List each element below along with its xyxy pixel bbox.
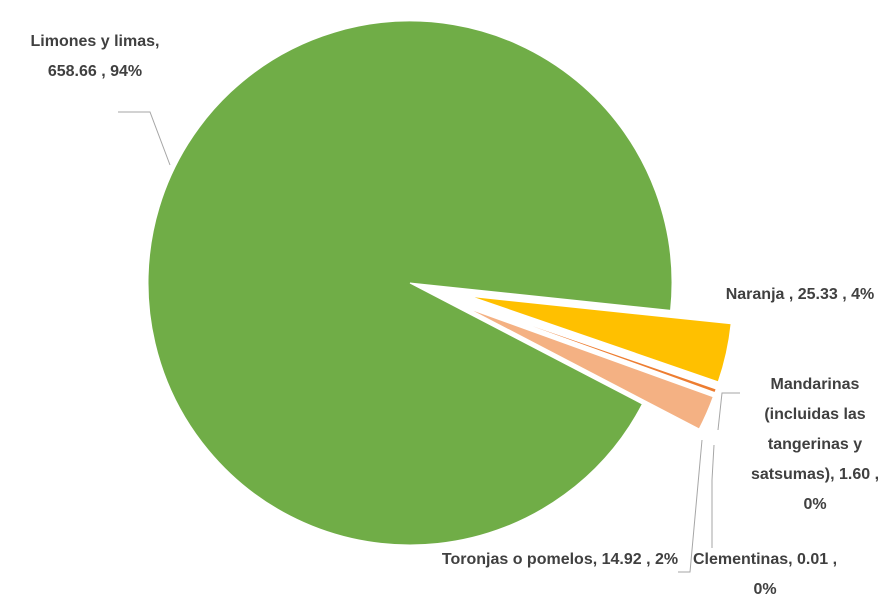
slice-name: Mandarinas (incluidas las tangerinas y s… (750, 376, 866, 483)
leader-line (118, 111, 171, 166)
pie-slice (468, 303, 716, 394)
leader-line (678, 439, 703, 573)
leader-line (717, 392, 740, 431)
pie-slice (466, 307, 714, 430)
data-label: Toronjas o pomelos, 14.92 , 2% (430, 545, 690, 575)
data-label: Naranja , 25.33 , 4% (700, 280, 896, 310)
slice-value: , 658.66 , 94% (47, 33, 160, 80)
leader-line (711, 444, 715, 548)
data-label: Limones y limas, 658.66 , 94% (5, 27, 185, 87)
slice-name: Limones y limas (30, 33, 156, 50)
slice-name: Toronjas o pomelos (441, 551, 593, 568)
slice-value: , 0.01 , 0% (753, 551, 838, 598)
data-label: Clementinas, 0.01 , 0% (690, 545, 840, 599)
pie-slice (147, 20, 673, 546)
data-label: Mandarinas (incluidas las tangerinas y s… (740, 370, 890, 520)
slice-value: , 1.60 , 0% (803, 466, 880, 513)
pie-slice (470, 295, 732, 383)
slice-value: , 14.92 , 2% (592, 551, 679, 568)
slice-value: , 25.33 , 4% (784, 286, 875, 303)
slice-name: Naranja (725, 286, 785, 303)
slice-name: Clementinas (692, 551, 789, 568)
